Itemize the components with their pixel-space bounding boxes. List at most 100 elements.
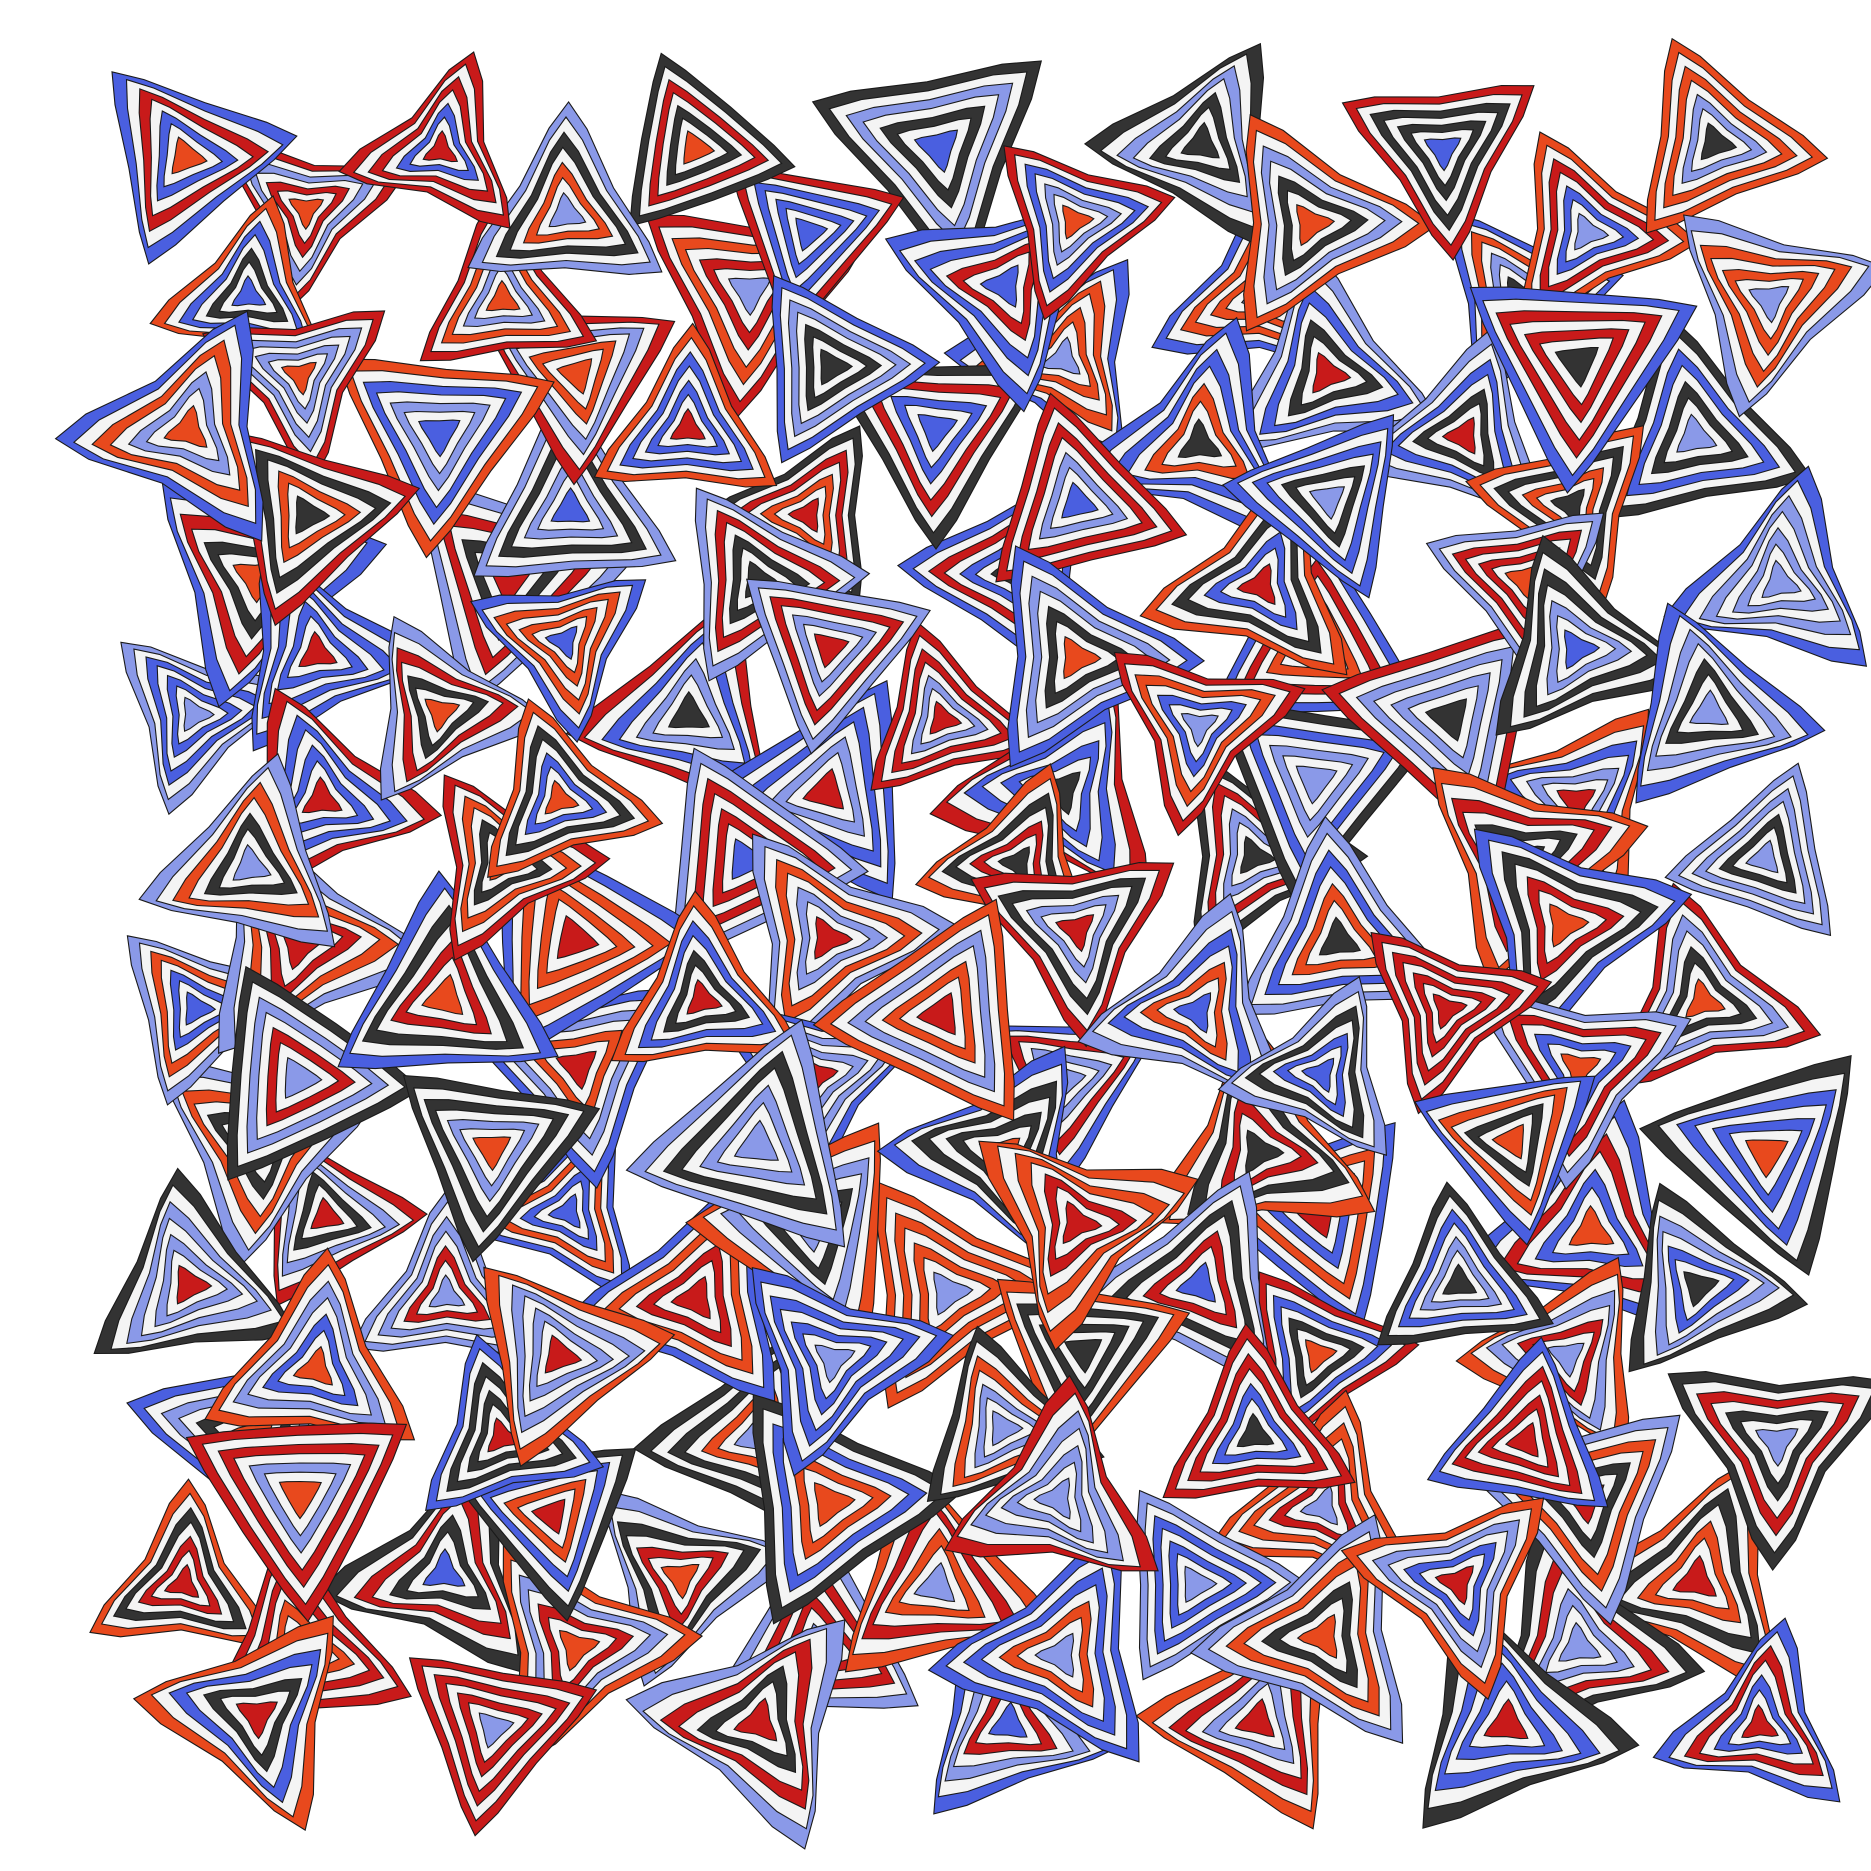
- triangle-motif: [1355, 327, 1544, 515]
- motif-ring: [802, 767, 845, 810]
- motif-ring: [1483, 1698, 1529, 1740]
- triangle-motif: [1469, 286, 1698, 494]
- motif-ring: [667, 690, 711, 729]
- motif-ring: [1676, 413, 1718, 453]
- motif-ring: [991, 1410, 1024, 1447]
- motif-ring: [1304, 1339, 1338, 1374]
- motif-ring: [987, 1701, 1028, 1738]
- triangle-motif: [1414, 1075, 1596, 1246]
- motif-ring: [670, 1275, 711, 1320]
- motif-ring: [917, 414, 959, 453]
- motif-ring: [1558, 1621, 1602, 1662]
- motif-ring: [1061, 481, 1099, 519]
- motif-ring: [292, 1345, 333, 1386]
- triangle-motif: [227, 431, 421, 627]
- motif-ring: [1299, 1485, 1338, 1526]
- motif-ring: [422, 129, 459, 163]
- triangle-motif: [812, 898, 1015, 1122]
- triangle-motif: [752, 833, 958, 1057]
- triangle-motif: [629, 52, 796, 227]
- motif-ring: [1442, 1263, 1478, 1295]
- triangle-motif: [729, 167, 905, 334]
- triangle-motif: [1221, 414, 1395, 599]
- motif-ring: [727, 277, 772, 317]
- motif-ring: [1560, 1053, 1602, 1092]
- motif-ring: [424, 698, 461, 733]
- triangle-motif: [1077, 892, 1283, 1101]
- motif-ring: [669, 407, 706, 440]
- motif-ring: [558, 1629, 601, 1672]
- triangle-motif: [338, 51, 511, 229]
- triangle-motif: [1074, 1170, 1273, 1386]
- motif-ring: [814, 1344, 856, 1384]
- motif-ring: [288, 198, 325, 231]
- motif-ring: [555, 358, 593, 395]
- triangle-motif: [89, 1478, 273, 1644]
- triangle-motif: [149, 194, 323, 367]
- triangle-motif: [1217, 701, 1433, 905]
- triangle-motif: [111, 71, 298, 265]
- motif-ring: [278, 1480, 323, 1520]
- motif-ring: [1546, 1342, 1585, 1378]
- motif-ring: [929, 700, 963, 735]
- motif-ring: [235, 1701, 278, 1740]
- triangle-motif: [1341, 84, 1535, 261]
- motif-ring: [556, 914, 600, 960]
- triangle-motif: [1562, 1458, 1775, 1690]
- motif-ring: [163, 404, 208, 448]
- triangle-motif: [593, 322, 778, 488]
- triangle-motif: [1243, 113, 1437, 332]
- triangle-motif: [54, 310, 264, 542]
- triangle-motif: [870, 621, 1041, 791]
- triangle-motif: [1226, 250, 1442, 448]
- triangle-motif: [1113, 651, 1306, 837]
- motif-ring: [1234, 1697, 1275, 1738]
- motif-ring: [1062, 204, 1095, 240]
- motif-ring: [813, 633, 850, 669]
- triangle-motif: [1635, 602, 1826, 804]
- motif-ring: [913, 129, 959, 174]
- triangle-motif: [995, 392, 1188, 583]
- triangle-motif: [1340, 1497, 1545, 1701]
- motif-ring: [1685, 978, 1726, 1018]
- motif-ring: [1184, 1565, 1218, 1604]
- motif-ring: [997, 846, 1030, 882]
- triangle-motif: [93, 1167, 297, 1355]
- motif-ring: [1574, 212, 1610, 251]
- motif-ring: [1424, 698, 1468, 742]
- triangle-motif: [1667, 1371, 1871, 1572]
- triangle-motif: [185, 1422, 408, 1623]
- triangle-motif: [226, 140, 406, 313]
- motif-ring: [485, 279, 521, 312]
- motif-ring: [547, 1193, 581, 1229]
- triangle-motif: [350, 1186, 540, 1355]
- motif-ring: [683, 130, 716, 165]
- triangle-motif: [467, 100, 663, 275]
- motif-ring: [1172, 992, 1212, 1034]
- triangle-motif: [1162, 1322, 1356, 1499]
- motif-ring: [544, 625, 578, 661]
- motif-ring: [1672, 1554, 1717, 1597]
- motif-ring: [820, 348, 854, 386]
- triangle-motif: [943, 1374, 1159, 1572]
- motif-ring: [428, 1274, 466, 1308]
- triangle-motif: [483, 1266, 676, 1468]
- motif-ring: [530, 1498, 566, 1535]
- triangle-motif: [970, 862, 1175, 1048]
- triangle-motif: [132, 1615, 334, 1831]
- motif-ring: [1312, 351, 1352, 394]
- motif-ring: [1062, 1200, 1103, 1245]
- motif-ring: [1556, 788, 1597, 825]
- motif-ring: [185, 991, 217, 1026]
- motif-ring: [1033, 1477, 1071, 1520]
- motif-ring: [733, 1119, 779, 1161]
- motif-ring: [417, 419, 461, 458]
- triangle-motif: [1258, 1271, 1420, 1448]
- triangle-motif: [1426, 1336, 1609, 1508]
- triangle-motif: [451, 1448, 637, 1622]
- triangle-motif: [1460, 1099, 1689, 1327]
- motif-ring: [1034, 1632, 1075, 1678]
- triangle-motif-layer: [54, 37, 1871, 1850]
- motif-ring: [1308, 486, 1346, 521]
